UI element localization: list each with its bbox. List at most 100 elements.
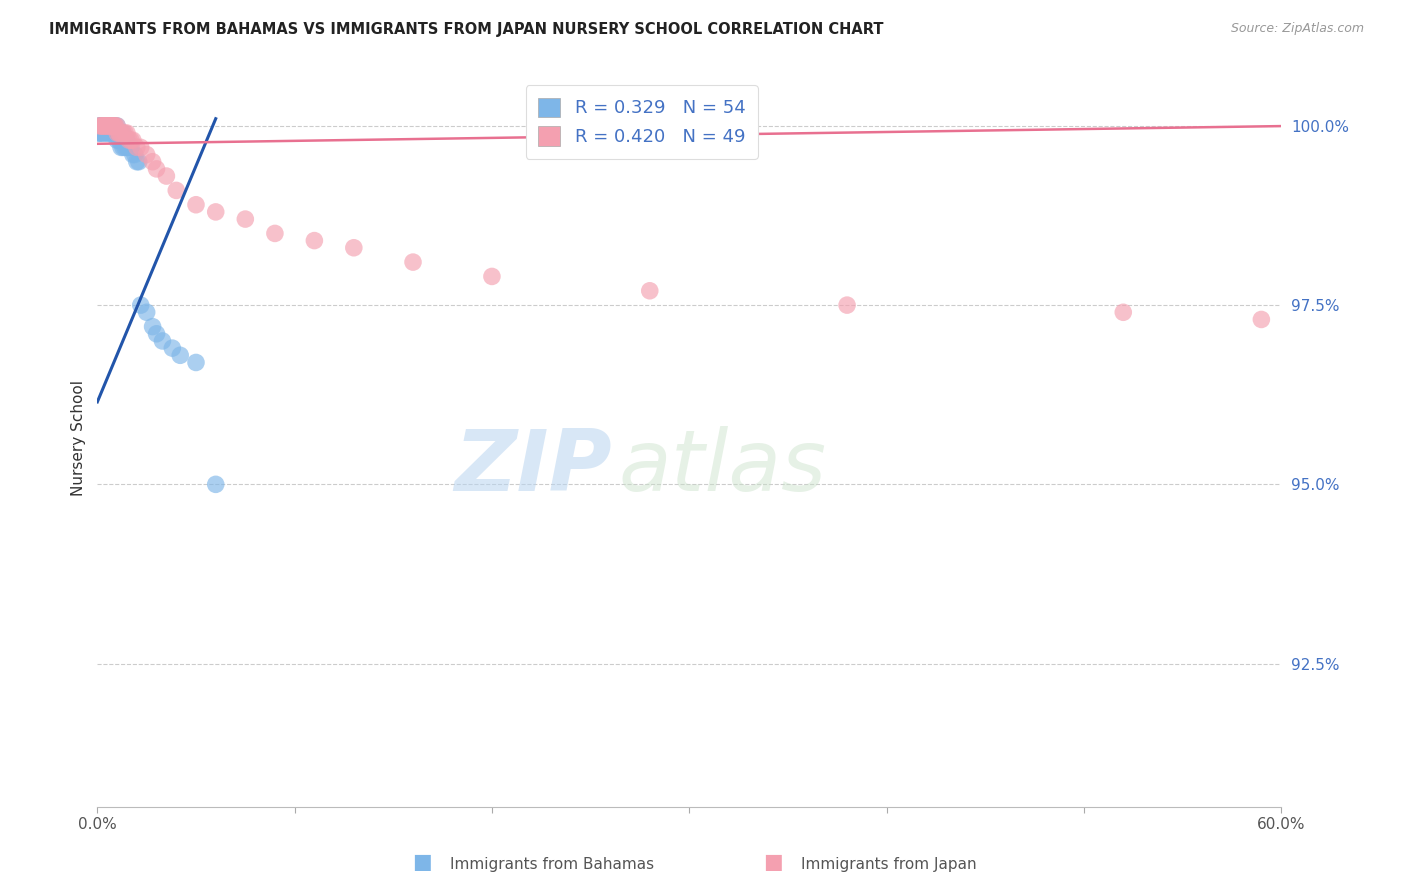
Point (118, 140, 141, 154)
Point (94, 119, 117, 133)
Point (264, 227, 287, 241)
Point (91, 119, 114, 133)
Text: ■: ■ (412, 853, 432, 872)
Point (142, 319, 165, 334)
Text: Source: ZipAtlas.com: Source: ZipAtlas.com (1230, 22, 1364, 36)
Point (162, 341, 184, 355)
Point (129, 298, 152, 312)
Point (343, 241, 366, 255)
Point (89, 119, 111, 133)
Point (114, 140, 136, 154)
Point (98, 119, 121, 133)
Point (108, 133, 131, 147)
Point (101, 126, 124, 140)
Point (104, 119, 127, 133)
Point (100, 119, 122, 133)
Point (105, 126, 128, 140)
Point (638, 284, 661, 298)
Point (120, 140, 142, 154)
Point (184, 355, 207, 369)
Point (104, 119, 127, 133)
Legend: R = 0.329   N = 54, R = 0.420   N = 49: R = 0.329 N = 54, R = 0.420 N = 49 (526, 85, 758, 159)
Point (105, 126, 128, 140)
Point (94, 119, 117, 133)
Point (90, 126, 112, 140)
Point (114, 126, 136, 140)
Point (115, 126, 138, 140)
Point (105, 119, 128, 133)
Point (96, 119, 118, 133)
Point (90, 119, 112, 133)
Point (142, 154, 165, 169)
Point (155, 169, 177, 183)
Point (96, 119, 118, 133)
Point (169, 348, 191, 362)
Point (135, 147, 157, 161)
Text: atlas: atlas (619, 425, 827, 508)
Point (110, 126, 132, 140)
Point (121, 147, 143, 161)
Point (111, 126, 134, 140)
Y-axis label: Nursery School: Nursery School (72, 380, 86, 496)
Point (105, 133, 128, 147)
Point (96, 126, 118, 140)
Point (91, 119, 114, 133)
Point (89, 126, 111, 140)
Point (125, 140, 148, 154)
Point (100, 119, 122, 133)
Point (129, 140, 152, 154)
Point (89, 119, 111, 133)
Point (100, 126, 122, 140)
Text: Immigrants from Bahamas: Immigrants from Bahamas (450, 857, 654, 872)
Point (152, 334, 174, 348)
Point (98, 119, 121, 133)
Point (184, 198, 207, 212)
Point (90, 119, 112, 133)
Point (111, 140, 134, 154)
Point (101, 119, 124, 133)
Point (90, 119, 112, 133)
Point (233, 212, 256, 227)
Point (120, 133, 142, 147)
Point (165, 183, 187, 197)
Point (104, 119, 127, 133)
Point (101, 119, 124, 133)
Text: Immigrants from Japan: Immigrants from Japan (801, 857, 977, 872)
Point (94, 119, 117, 133)
Text: ■: ■ (763, 853, 783, 872)
Point (115, 140, 138, 154)
Text: ZIP: ZIP (454, 425, 612, 508)
Point (100, 119, 122, 133)
Point (96, 119, 118, 133)
Point (145, 161, 167, 176)
Point (145, 326, 167, 341)
Point (135, 305, 157, 319)
Point (125, 154, 148, 169)
Point (94, 119, 117, 133)
Point (91, 119, 114, 133)
Point (90, 119, 112, 133)
Point (91, 119, 114, 133)
Point (110, 126, 132, 140)
Point (111, 126, 134, 140)
Point (101, 119, 124, 133)
Point (98, 119, 121, 133)
Point (100, 119, 122, 133)
Point (101, 119, 124, 133)
Point (118, 133, 141, 147)
Point (204, 477, 226, 491)
Point (90, 119, 112, 133)
Point (402, 255, 425, 269)
Point (108, 126, 131, 140)
Point (110, 140, 132, 154)
Point (1250, 312, 1272, 326)
Point (128, 154, 150, 169)
Point (108, 126, 131, 140)
Point (304, 234, 326, 248)
Point (91, 126, 114, 140)
Point (835, 298, 858, 312)
Point (98, 119, 121, 133)
Point (105, 119, 128, 133)
Point (108, 126, 131, 140)
Point (115, 133, 138, 147)
